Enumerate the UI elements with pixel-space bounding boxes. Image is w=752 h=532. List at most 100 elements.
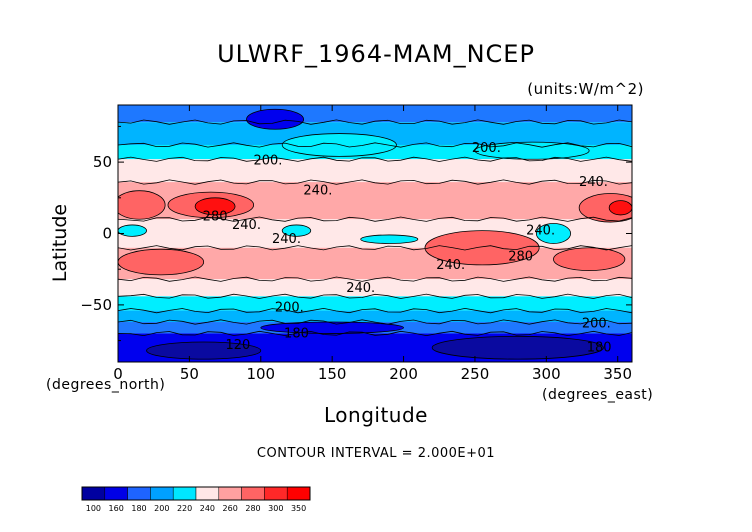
x-tick-label-2: 100 (246, 365, 275, 383)
contour-label-6: 240. (272, 232, 301, 247)
zonal-contour-1 (118, 119, 632, 125)
x-tick-label-5: 250 (461, 365, 490, 383)
zonal-contour-2 (118, 142, 632, 148)
colorbar-label-3: 200 (154, 504, 169, 513)
zonal-contour-9 (118, 307, 632, 314)
zonal-band-8 (118, 296, 632, 311)
contour-line-17 (260, 321, 404, 334)
contour-label-7: 240. (436, 258, 465, 273)
contour-label-4: 280 (203, 209, 228, 224)
zonal-band-3 (118, 159, 632, 183)
contour-label-3: 240. (579, 175, 608, 190)
contour-label-13: 180 (284, 326, 309, 341)
zonal-band-1 (118, 122, 632, 145)
region-blob-6 (424, 230, 540, 265)
y-unit-label: (degrees_north) (46, 377, 166, 393)
colorbar-label-6: 260 (223, 504, 238, 513)
colorbar-frame (81, 486, 311, 501)
region-blob-0 (118, 190, 166, 220)
x-tick-label-1: 50 (180, 365, 199, 383)
contour-label-14: 120 (226, 338, 251, 353)
colorbar-label-4: 220 (177, 504, 192, 513)
colorbar-label-0: 100 (86, 504, 101, 513)
colorbar-label-2: 180 (131, 504, 146, 513)
contour-label-10: 240. (346, 281, 375, 296)
x-unit-label: (degrees_east) (542, 387, 654, 403)
x-tick-label-0: 0 (113, 365, 123, 383)
contour-line-11 (535, 223, 572, 244)
colorbar-label-5: 240 (200, 504, 215, 513)
zonal-band-7 (118, 279, 632, 297)
contour-interval-text: CONTOUR INTERVAL = 2.000E+01 (256, 446, 496, 461)
y-tick-label-1: 0 (102, 225, 112, 243)
contour-label-5: 240. (232, 218, 261, 233)
colorbar-label-8: 300 (268, 504, 283, 513)
contour-line-5 (118, 248, 205, 276)
region-blob-10 (360, 234, 418, 244)
colorbar-swatch-8 (264, 486, 288, 501)
colorbar-label-1: 160 (109, 504, 124, 513)
zonal-contour-4 (118, 179, 632, 185)
contour-label-11: 200. (275, 301, 304, 316)
contour-line-2 (194, 197, 236, 216)
colorbar-swatch-6 (218, 486, 242, 501)
colorbar-label-7: 280 (245, 504, 260, 513)
y-tick-label-0: 50 (93, 153, 112, 171)
region-blob-4 (609, 200, 632, 215)
contour-line-15 (431, 335, 604, 360)
contour-line-0 (118, 190, 166, 220)
zonal-contour-11 (118, 330, 632, 337)
contour-label-1: 200. (472, 141, 501, 156)
x-tick-label-4: 200 (389, 365, 418, 383)
contour-label-2: 240. (303, 184, 332, 199)
contour-line-6 (424, 230, 540, 266)
region-blob-16 (146, 342, 261, 360)
x-axis-label: Longitude (324, 403, 428, 427)
contour-line-8 (118, 224, 147, 237)
contour-line-14 (246, 108, 305, 130)
region-blob-2 (195, 197, 236, 215)
contour-line-3 (578, 193, 632, 223)
zonal-contour-7 (118, 276, 632, 282)
contour-line-9 (281, 224, 312, 237)
chart-title: ULWRF_1964-MAM_NCEP (217, 40, 535, 68)
y-tick-label-2: −50 (80, 296, 112, 314)
region-blob-9 (282, 224, 311, 237)
colorbar-swatch-3 (150, 486, 174, 501)
region-blob-13 (474, 142, 590, 160)
contour-line-10 (360, 234, 419, 244)
contour-line-16 (146, 341, 262, 360)
colorbar-swatch-0 (81, 486, 106, 501)
zonal-band-9 (118, 310, 632, 323)
x-tick-label-7: 350 (603, 365, 632, 383)
region-blob-5 (118, 249, 204, 275)
zonal-contour-5 (118, 216, 632, 222)
zonal-contour-10 (118, 319, 632, 325)
region-blob-8 (118, 224, 147, 237)
region-blob-7 (553, 247, 625, 271)
colorbar-swatch-9 (286, 486, 311, 501)
x-tick-label-3: 150 (318, 365, 347, 383)
contour-label-9: 240. (526, 224, 555, 239)
contour-label-12: 200. (582, 316, 611, 331)
contour-label-15: 180 (587, 341, 612, 356)
units-label: (units:W/m^2) (527, 80, 644, 98)
colorbar-swatch-4 (172, 486, 197, 501)
contour-line-13 (474, 141, 590, 160)
contour-line-12 (281, 133, 397, 157)
x-tick-label-6: 300 (532, 365, 561, 383)
colorbar-label-9: 350 (291, 504, 306, 513)
contour-line-7 (553, 247, 626, 272)
contour-label-8: 280 (508, 249, 533, 264)
region-blob-11 (536, 223, 571, 244)
zonal-contour-8 (118, 293, 632, 299)
zonal-band-0 (118, 105, 632, 123)
colorbar-swatch-2 (127, 486, 151, 501)
region-blob-14 (246, 109, 304, 130)
region-blob-15 (432, 336, 604, 360)
colorbar-swatch-7 (241, 486, 265, 501)
zonal-contour-3 (118, 156, 632, 162)
colorbar-swatch-1 (104, 486, 128, 501)
zonal-contour-6 (118, 245, 632, 251)
